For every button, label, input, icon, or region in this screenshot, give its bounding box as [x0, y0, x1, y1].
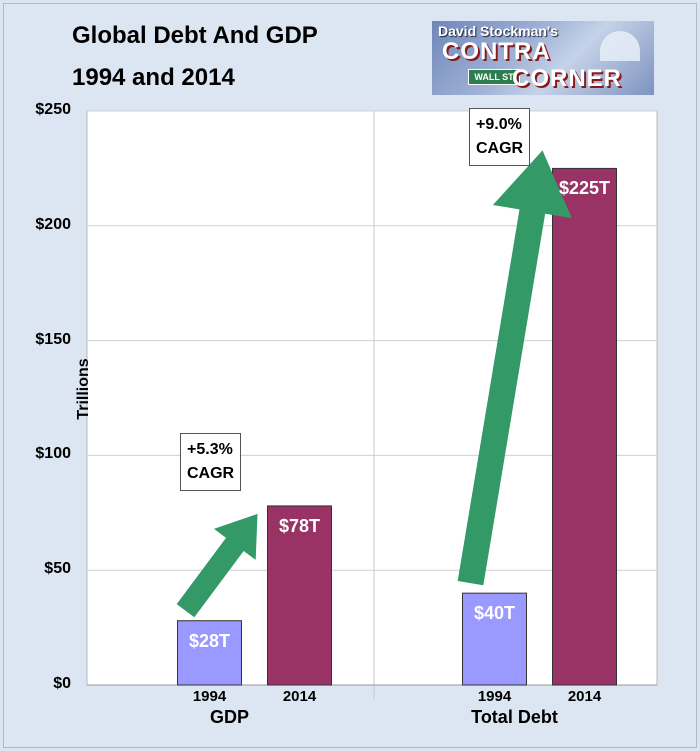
y-tick-label: $200: [35, 215, 71, 233]
bar-gdp-2014: [267, 505, 332, 686]
growth-arrow-icon: [176, 513, 258, 618]
chart-title-line2: 1994 and 2014: [72, 64, 235, 91]
x-group-label: GDP: [209, 707, 249, 727]
x-tick-label: 1994: [192, 688, 227, 705]
x-tick-label: 2014: [567, 688, 602, 705]
x-group-label: Total Debt: [471, 707, 558, 727]
logo-text-3: CORNER: [512, 65, 623, 92]
bar-value-label: $28T: [188, 630, 231, 651]
x-tick-label: 2014: [282, 688, 317, 705]
capitol-dome-icon: [600, 31, 640, 61]
cagr-value: +5.3%: [187, 441, 233, 458]
logo-text-2: CONTRA: [442, 38, 551, 65]
cagr-label: CAGR: [187, 465, 235, 482]
bar-value-label: $78T: [278, 515, 321, 536]
x-tick-label: 1994: [477, 688, 512, 705]
y-tick-label: $150: [35, 330, 71, 348]
bar-value-label: $40T: [473, 603, 516, 624]
contra-corner-logo: David Stockman's CONTRA WALL ST CORNER: [432, 21, 654, 95]
cagr-callout: +5.3% CAGR: [180, 433, 242, 491]
bar-total-debt-2014: [552, 167, 617, 686]
y-tick-label: $100: [35, 445, 71, 463]
bar-gdp-1994: [177, 620, 242, 686]
y-axis-title: Trillions: [75, 358, 92, 420]
y-tick-label: $250: [35, 101, 71, 118]
y-tick-label: $0: [53, 675, 71, 692]
bar-value-label: $225T: [558, 178, 611, 199]
chart-title-line1: Global Debt And GDP: [72, 22, 318, 49]
cagr-value: +9.0%: [476, 116, 522, 133]
cagr-label: CAGR: [476, 140, 524, 157]
cagr-callout: +9.0% CAGR: [469, 108, 531, 166]
growth-arrow-icon: [457, 150, 572, 586]
bar-total-debt-1994: [462, 592, 527, 686]
wall-street-sign: WALL ST: [468, 69, 520, 85]
logo-text-1: David Stockman's: [438, 23, 559, 39]
y-tick-label: $50: [44, 560, 71, 578]
